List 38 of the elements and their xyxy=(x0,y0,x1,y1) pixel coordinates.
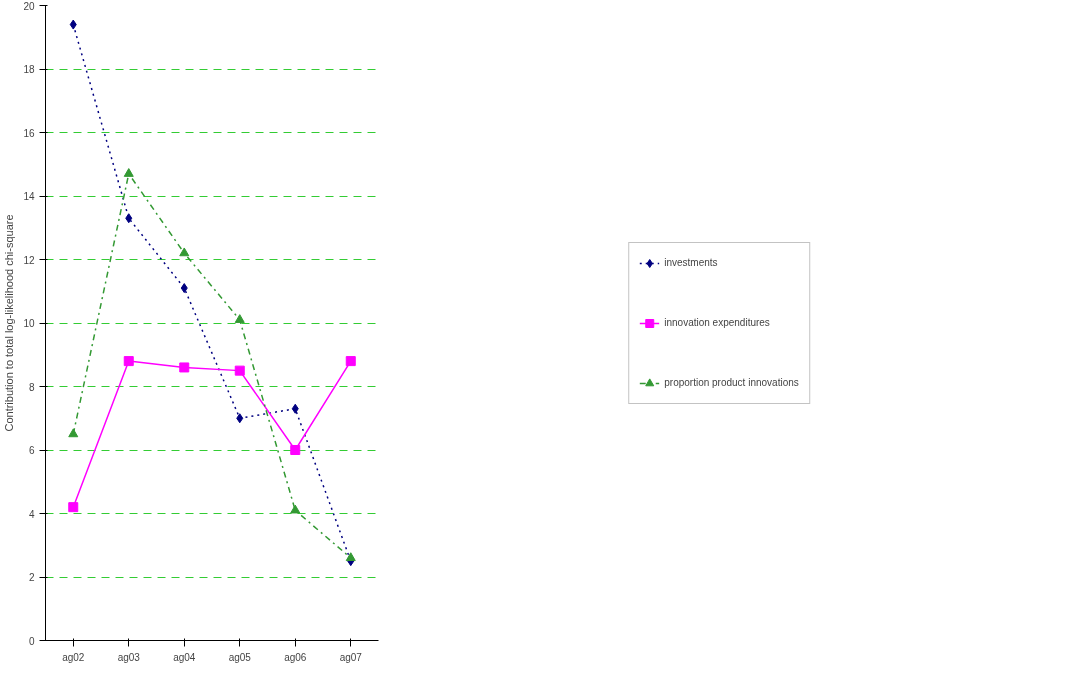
point xyxy=(69,19,77,30)
x-tick-label: ag06 xyxy=(284,651,307,663)
point xyxy=(234,314,245,323)
point xyxy=(345,356,356,367)
x-tick-label: ag05 xyxy=(228,651,252,663)
point xyxy=(180,283,188,294)
y-tick-label: 0 xyxy=(28,635,35,647)
point xyxy=(236,413,244,424)
y-tick-label: 12 xyxy=(23,254,35,266)
y-tick-label: 14 xyxy=(23,191,35,202)
point xyxy=(179,362,190,373)
y-tick-label: 20 xyxy=(23,0,35,12)
y-tick-label: 2 xyxy=(28,572,35,583)
legend-label: innovation expenditures xyxy=(664,317,770,328)
x-tick-label: ag07 xyxy=(339,651,363,663)
x-tick-label: ag04 xyxy=(173,651,196,663)
y-tick-label: 8 xyxy=(28,381,35,393)
y-tick-label: 16 xyxy=(23,127,35,139)
legend-label: investments xyxy=(664,257,719,268)
y-tick-label: 6 xyxy=(28,445,35,456)
point xyxy=(68,428,79,438)
y-axis-title: Contribution to total log-likelihood chi-square xyxy=(3,214,16,432)
point xyxy=(290,504,301,514)
point xyxy=(291,403,299,414)
y-tick-label: 4 xyxy=(28,508,35,520)
point xyxy=(234,365,245,376)
x-tick-label: ag02 xyxy=(62,651,85,663)
point xyxy=(290,445,301,455)
y-tick-label: 18 xyxy=(23,64,35,75)
point xyxy=(123,356,134,367)
x-tick-label: ag03 xyxy=(117,651,141,663)
point xyxy=(125,213,133,224)
point xyxy=(123,168,134,177)
point xyxy=(179,247,190,257)
legend-label: proportion product innovations xyxy=(664,377,799,388)
point xyxy=(345,552,356,562)
point xyxy=(68,502,79,513)
y-tick-label: 10 xyxy=(23,318,35,329)
